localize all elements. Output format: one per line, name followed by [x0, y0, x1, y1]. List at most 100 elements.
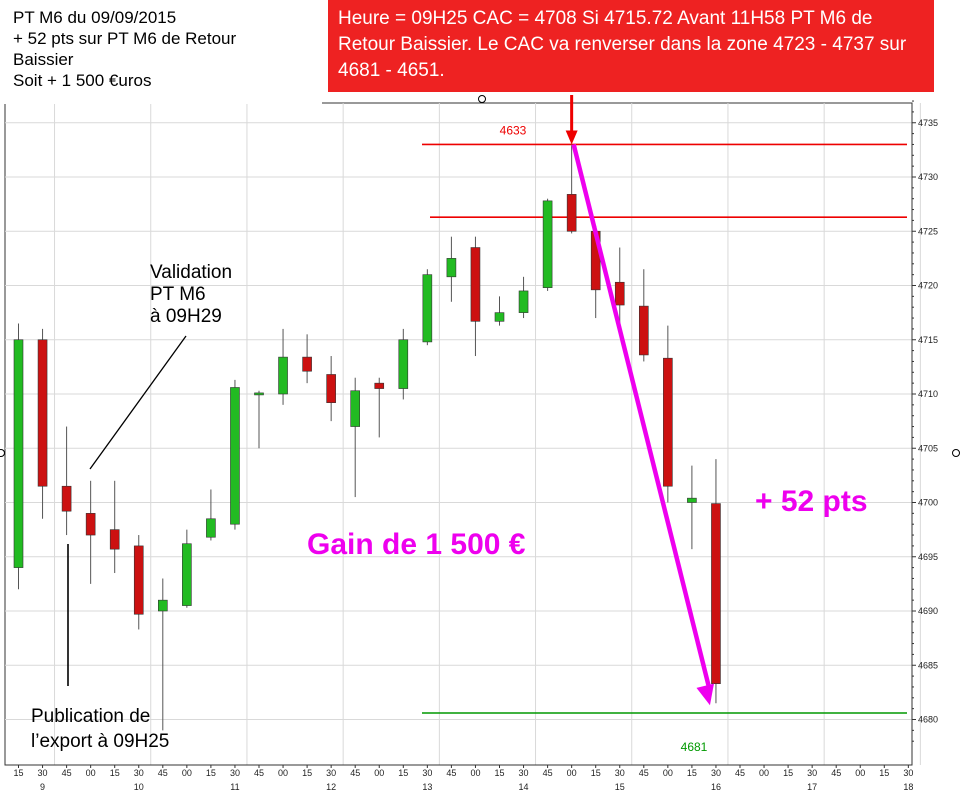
candle-body	[374, 382, 385, 389]
x-tick-label: 30	[326, 768, 336, 778]
x-hour-label: 12	[326, 782, 336, 792]
y-tick-label: 4695	[918, 552, 938, 562]
info-line-2: + 52 pts sur PT M6 de Retour	[13, 29, 237, 48]
publication-line-1: Publication de	[31, 706, 151, 727]
x-tick-label: 00	[182, 768, 192, 778]
x-tick-label: 00	[86, 768, 96, 778]
x-hour-label: 9	[40, 782, 45, 792]
x-tick-label: 30	[422, 768, 432, 778]
x-tick-label: 30	[807, 768, 817, 778]
x-tick-label: 45	[543, 768, 553, 778]
candle-body	[542, 200, 553, 288]
x-tick-label: 45	[446, 768, 456, 778]
x-hour-label: 13	[422, 782, 432, 792]
candle-body	[158, 599, 168, 612]
y-tick-label: 4680	[918, 715, 938, 725]
x-tick-label: 30	[615, 768, 625, 778]
overlays	[67, 95, 714, 706]
x-hour-label: 16	[711, 782, 721, 792]
level-lines: 4633 4681	[422, 123, 907, 754]
candle-body	[638, 305, 649, 356]
candle-body	[278, 356, 288, 395]
x-tick-label: 15	[398, 768, 408, 778]
x-tick-label: 45	[254, 768, 264, 778]
publication-line-2: l’export à 09H25	[31, 731, 170, 752]
y-tick-label: 4700	[918, 498, 938, 508]
x-tick-label: 15	[494, 768, 504, 778]
candle-body	[206, 518, 216, 538]
resize-handle-right[interactable]	[952, 449, 960, 457]
x-tick-label: 15	[591, 768, 601, 778]
candle-body	[687, 497, 697, 503]
x-tick-label: 00	[374, 768, 384, 778]
x-tick-label: 15	[783, 768, 793, 778]
candle-body	[230, 387, 240, 525]
x-tick-label: 30	[519, 768, 529, 778]
x-tick-label: 15	[302, 768, 312, 778]
candle-body	[37, 339, 48, 487]
resize-handle-top[interactable]	[478, 95, 486, 103]
x-tick-label: 45	[350, 768, 360, 778]
publication-note: Publication de l’export à 09H25	[31, 704, 169, 754]
validation-line-2: PT M6	[150, 284, 206, 305]
level-label: 4633	[500, 123, 527, 137]
x-tick-label: 00	[278, 768, 288, 778]
candle-body	[85, 513, 96, 536]
y-tick-label: 4690	[918, 606, 938, 616]
x-tick-label: 45	[735, 768, 745, 778]
candle-body	[13, 339, 24, 568]
x-tick-label: 45	[62, 768, 72, 778]
candles	[13, 144, 721, 731]
x-axis: 15 30 9 45 00 15 30 10 45 00 15 30 11 45 00 15 30 12 45 00 1…	[5, 764, 913, 792]
x-tick-label: 30	[711, 768, 721, 778]
x-hour-label: 10	[134, 782, 144, 792]
candle-body	[566, 194, 577, 232]
x-tick-label: 00	[567, 768, 577, 778]
x-tick-label: 45	[639, 768, 649, 778]
x-hour-label: 18	[903, 782, 913, 792]
candle-body	[61, 485, 72, 512]
candle-body	[326, 374, 336, 403]
x-tick-label: 00	[759, 768, 769, 778]
plot-area	[4, 102, 913, 766]
candle-body	[494, 312, 505, 322]
x-tick-label: 30	[38, 768, 48, 778]
candle-body	[109, 529, 120, 550]
x-tick-label: 30	[903, 768, 913, 778]
candle-body	[470, 247, 481, 322]
x-tick-label: 00	[855, 768, 865, 778]
y-tick-label: 4705	[918, 443, 938, 453]
validation-line-3: à 09H29	[150, 306, 222, 327]
y-axis: 4680 4685 4690 4695 4700 4705 4710 4715 4720 4725…	[911, 100, 938, 765]
y-tick-label: 4735	[918, 118, 938, 128]
candle-body	[302, 356, 312, 372]
gain-label: Gain de 1 500 €	[307, 528, 526, 561]
alert-box: Heure = 09H25 CAC = 4708 Si 4715.72 Avan…	[328, 0, 934, 92]
validation-line-1: Validation	[150, 262, 233, 283]
x-tick-label: 45	[158, 768, 168, 778]
y-tick-label: 4725	[918, 226, 938, 236]
x-tick-label: 15	[13, 768, 23, 778]
signal-arrow-head	[565, 130, 578, 145]
x-tick-label: 00	[663, 768, 673, 778]
x-hour-label: 15	[615, 782, 625, 792]
info-box: PT M6 du 09/09/2015 + 52 pts sur PT M6 d…	[0, 0, 322, 104]
x-hour-label: 17	[807, 782, 817, 792]
info-line-1: PT M6 du 09/09/2015	[13, 8, 177, 27]
x-tick-label: 15	[206, 768, 216, 778]
x-tick-label: 45	[831, 768, 841, 778]
x-tick-label: 30	[230, 768, 240, 778]
candle-body	[663, 357, 673, 487]
resize-handle-left[interactable]	[0, 449, 5, 457]
trend-arrow-shaft	[571, 143, 713, 692]
candle-body	[398, 339, 409, 389]
candle-body	[350, 390, 361, 427]
candle-body	[182, 543, 192, 606]
candle-body	[614, 281, 625, 306]
y-tick-label: 4710	[918, 389, 938, 399]
x-tick-label: 15	[879, 768, 889, 778]
x-tick-label: 00	[470, 768, 480, 778]
level-label: 4681	[681, 740, 708, 754]
trend-arrow-head	[696, 683, 714, 706]
